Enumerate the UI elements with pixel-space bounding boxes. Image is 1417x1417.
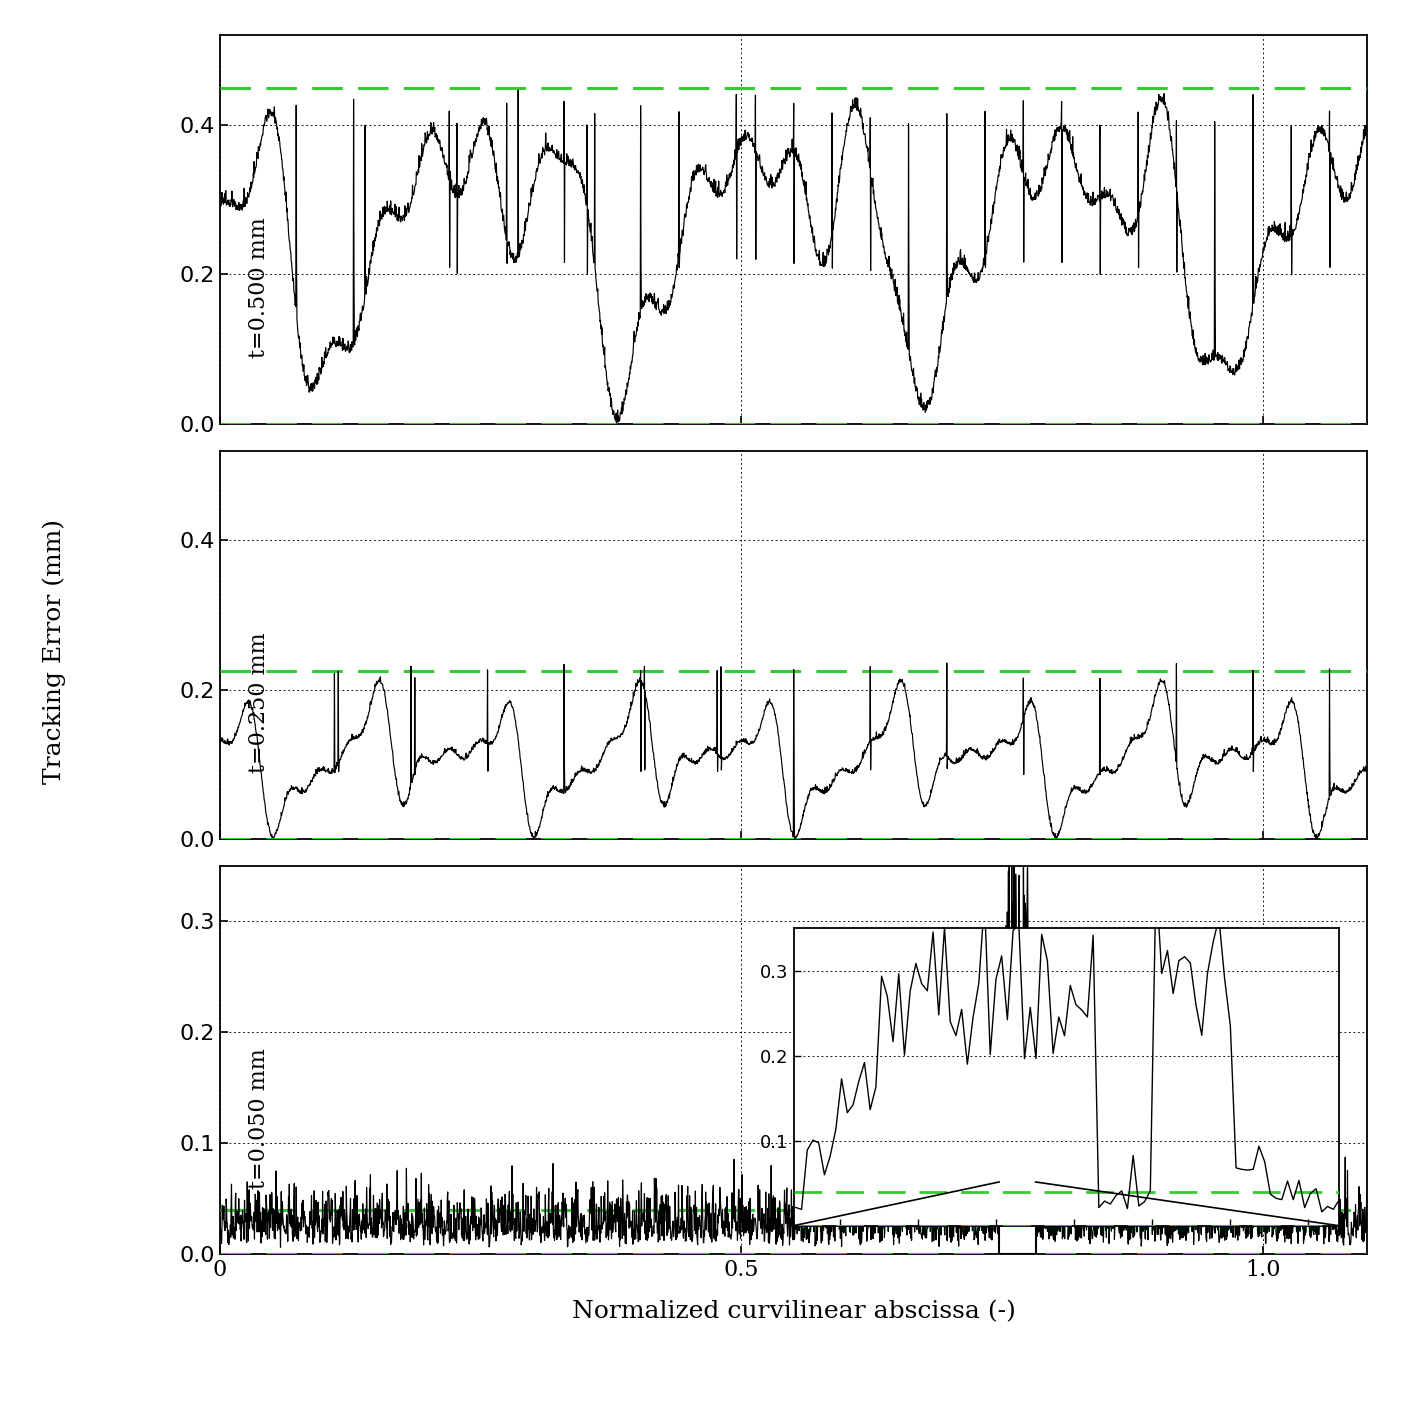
Text: t=0.250 mm: t=0.250 mm (248, 632, 271, 774)
Text: t=0.050 mm: t=0.050 mm (248, 1047, 271, 1189)
Bar (999, 1182, 1036, 1254)
X-axis label: Normalized curvilinear abscissa (-): Normalized curvilinear abscissa (-) (571, 1301, 1016, 1323)
Text: t=0.500 mm: t=0.500 mm (248, 217, 271, 359)
Text: Tracking Error (mm): Tracking Error (mm) (43, 519, 65, 785)
